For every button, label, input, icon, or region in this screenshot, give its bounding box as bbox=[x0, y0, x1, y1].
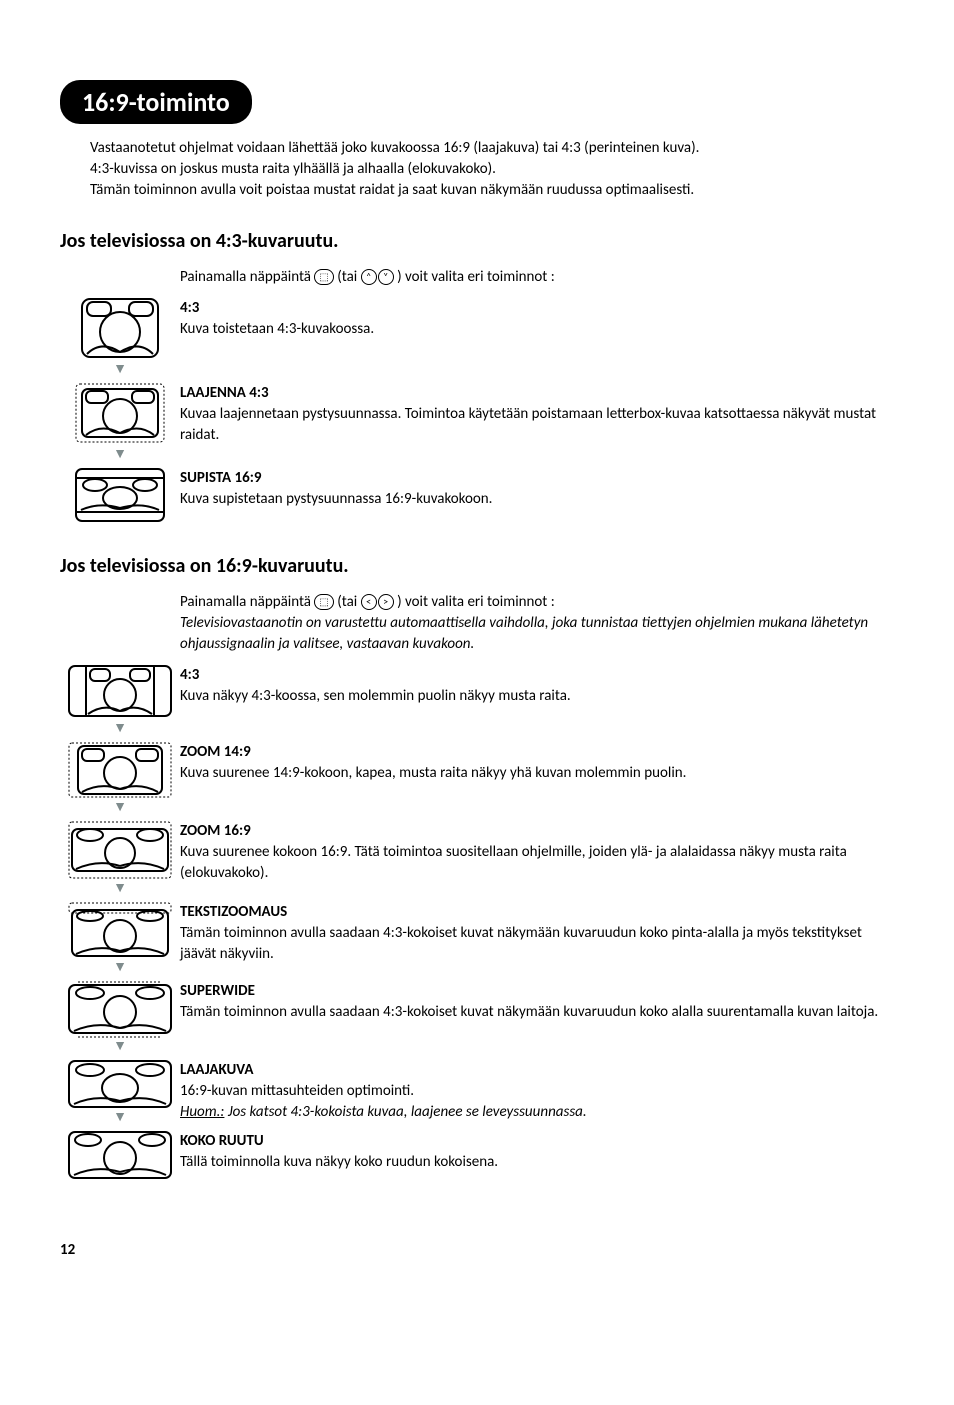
mode-row: ▼ ZOOM 14:9 Kuva suurenee 14:9-kokoon, k… bbox=[60, 742, 894, 815]
mode-row: ▼ LAAJENNA 4:3 Kuvaa laajennetaan pystys… bbox=[60, 383, 894, 462]
right-icon: ˃ bbox=[378, 594, 394, 610]
mode-body: Tällä toiminnolla kuva näkyy koko ruudun… bbox=[180, 1152, 894, 1173]
lead-text: Painamalla näppäintä bbox=[180, 593, 314, 611]
mode-row: ▼ ZOOM 16:9 Kuva suurenee kokoon 16:9. T… bbox=[60, 821, 894, 896]
tv-4-3-plain-icon bbox=[81, 298, 159, 362]
lead-text: (tai bbox=[337, 593, 360, 611]
lead-text: ) voit valita eri toiminnot : bbox=[397, 593, 555, 611]
chevron-down-icon: ▼ bbox=[113, 445, 127, 462]
chevron-down-icon: ▼ bbox=[113, 1108, 127, 1125]
tv-169-wide-icon bbox=[68, 1060, 172, 1110]
format-button-icon: ⬚ bbox=[314, 594, 333, 610]
mode-heading: SUPISTA 16:9 bbox=[180, 468, 894, 489]
lead-text: Painamalla näppäintä bbox=[180, 268, 314, 286]
intro-block: Vastaanotetut ohjelmat voidaan lähettää … bbox=[90, 138, 894, 201]
tv-4-3-squeeze-icon bbox=[75, 468, 165, 524]
chevron-down-icon: ▼ bbox=[113, 1037, 127, 1054]
intro-line: Tämän toiminnon avulla voit poistaa must… bbox=[90, 180, 894, 201]
mode-heading: ZOOM 16:9 bbox=[180, 821, 894, 842]
intro-line: 4:3-kuvissa on joskus musta raita ylhääl… bbox=[90, 159, 894, 180]
mode-heading: KOKO RUUTU bbox=[180, 1131, 894, 1152]
mode-row: ▼ 4:3 Kuva näkyy 4:3-koossa, sen molemmi… bbox=[60, 665, 894, 736]
mode-heading: TEKSTIZOOMAUS bbox=[180, 902, 894, 923]
tv-4-3-expand-icon bbox=[75, 383, 165, 447]
mode-heading: ZOOM 14:9 bbox=[180, 742, 894, 763]
mode-row: ▼ LAAJAKUVA 16:9-kuvan mittasuhteiden op… bbox=[60, 1060, 894, 1125]
mode-row: SUPISTA 16:9 Kuva supistetaan pystysuunn… bbox=[60, 468, 894, 524]
mode-body: Kuva supistetaan pystysuunnassa 16:9-kuv… bbox=[180, 489, 894, 510]
up-icon: ˄ bbox=[361, 269, 377, 285]
note-label: Huom.: bbox=[180, 1103, 224, 1121]
mode-row: ▼ TEKSTIZOOMAUS Tämän toiminnon avulla s… bbox=[60, 902, 894, 975]
page-number: 12 bbox=[60, 1241, 894, 1259]
mode-body: Kuva toistetaan 4:3-kuvakoossa. bbox=[180, 319, 894, 340]
mode-body: Tämän toiminnon avulla saadaan 4:3-kokoi… bbox=[180, 923, 894, 965]
down-icon: ˅ bbox=[378, 269, 394, 285]
mode-heading: 4:3 bbox=[180, 665, 894, 686]
lead-note: Televisiovastaanotin on varustettu autom… bbox=[180, 613, 894, 655]
lead-text: ) voit valita eri toiminnot : bbox=[397, 268, 555, 286]
tv-169-superwide-icon bbox=[68, 981, 172, 1039]
up-down-icons: ˄˅ bbox=[361, 269, 394, 285]
mode-body: Kuva suurenee kokoon 16:9. Tätä toiminto… bbox=[180, 842, 894, 884]
chevron-down-icon: ▼ bbox=[113, 719, 127, 736]
mode-body: Kuva näkyy 4:3-koossa, sen molemmin puol… bbox=[180, 686, 894, 707]
tv-169-full-icon bbox=[68, 1131, 172, 1181]
tv-169-zoom149-icon bbox=[68, 742, 172, 800]
lead-text: (tai bbox=[337, 268, 360, 286]
tv-169-subzoom-icon bbox=[68, 902, 172, 960]
chevron-down-icon: ▼ bbox=[113, 798, 127, 815]
mode-heading: 4:3 bbox=[180, 298, 894, 319]
mode-body: 16:9-kuvan mittasuhteiden optimointi. bbox=[180, 1081, 894, 1102]
mode-note: Huom.: Jos katsot 4:3-kokoista kuvaa, la… bbox=[180, 1102, 894, 1123]
mode-heading: LAAJAKUVA bbox=[180, 1060, 894, 1081]
mode-body: Kuvaa laajennetaan pystysuunnassa. Toimi… bbox=[180, 404, 894, 446]
mode-row: ▼ SUPERWIDE Tämän toiminnon avulla saada… bbox=[60, 981, 894, 1054]
mode-row: KOKO RUUTU Tällä toiminnolla kuva näkyy … bbox=[60, 1131, 894, 1181]
mode-row: ▼ 4:3 Kuva toistetaan 4:3-kuvakoossa. bbox=[60, 298, 894, 377]
left-icon: ˂ bbox=[361, 594, 377, 610]
mode-heading: LAAJENNA 4:3 bbox=[180, 383, 894, 404]
chevron-down-icon: ▼ bbox=[113, 360, 127, 377]
mode-heading: SUPERWIDE bbox=[180, 981, 894, 1002]
section-heading-4-3: Jos televisiossa on 4:3-kuvaruutu. bbox=[60, 229, 894, 253]
tv-169-pillar-icon bbox=[68, 665, 172, 721]
mode-body: Tämän toiminnon avulla saadaan 4:3-kokoi… bbox=[180, 1002, 894, 1023]
left-right-icons: ˂˃ bbox=[361, 594, 394, 610]
page-title-pill: 16:9-toiminto bbox=[60, 80, 252, 124]
tv-169-zoom169-icon bbox=[68, 821, 172, 881]
chevron-down-icon: ▼ bbox=[113, 879, 127, 896]
mode-body: Kuva suurenee 14:9-kokoon, kapea, musta … bbox=[180, 763, 894, 784]
chevron-down-icon: ▼ bbox=[113, 958, 127, 975]
format-button-icon: ⬚ bbox=[314, 269, 333, 285]
lead-4-3: Painamalla näppäintä ⬚ (tai ˄˅ ) voit va… bbox=[180, 267, 894, 288]
intro-line: Vastaanotetut ohjelmat voidaan lähettää … bbox=[90, 138, 894, 159]
note-body: Jos katsot 4:3-kokoista kuvaa, laajenee … bbox=[224, 1103, 586, 1121]
section-heading-16-9: Jos televisiossa on 16:9-kuvaruutu. bbox=[60, 554, 894, 578]
lead-16-9: Painamalla näppäintä ⬚ (tai ˂˃ ) voit va… bbox=[180, 592, 894, 655]
